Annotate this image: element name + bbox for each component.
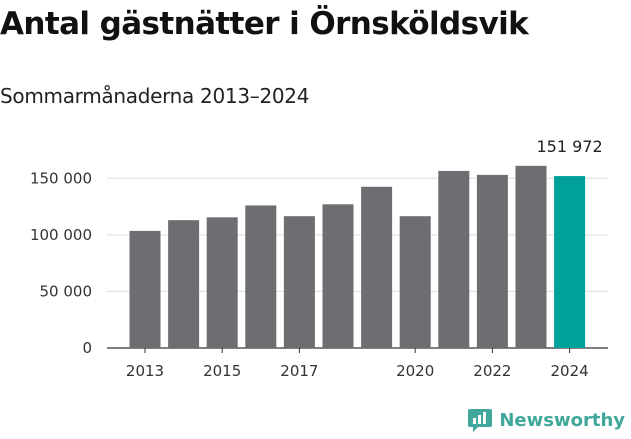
bar-2016[interactable] bbox=[245, 205, 277, 348]
y-tick-label: 100 000 bbox=[30, 226, 92, 244]
bar-2013[interactable] bbox=[129, 230, 161, 348]
x-tick-label: 2022 bbox=[473, 362, 511, 380]
chart-title: Antal gästnätter i Örnsköldsvik bbox=[0, 6, 529, 42]
x-tick-label: 2020 bbox=[396, 362, 434, 380]
data-labels: 151 972 bbox=[537, 137, 603, 156]
bars bbox=[129, 165, 586, 348]
bar-2019[interactable] bbox=[361, 186, 393, 348]
x-tick-label: 2024 bbox=[551, 362, 589, 380]
y-tick-label: 150 000 bbox=[30, 169, 92, 187]
bar-2023[interactable] bbox=[515, 165, 547, 348]
y-axis-tick-labels: 0 50 000 100 000 150 000 bbox=[30, 169, 92, 357]
brand[interactable]: Newsworthy bbox=[467, 407, 625, 433]
bar-2015[interactable] bbox=[206, 217, 238, 348]
y-tick-label: 50 000 bbox=[40, 282, 93, 300]
bar-2014[interactable] bbox=[168, 220, 200, 348]
newsworthy-logo-icon bbox=[468, 409, 493, 432]
y-tick-label: 0 bbox=[82, 339, 92, 357]
x-axis-ticks: 2013 2015 2017 2020 2022 2024 bbox=[126, 348, 589, 380]
x-tick-label: 2015 bbox=[203, 362, 241, 380]
data-label: 151 972 bbox=[537, 137, 603, 156]
bar-2022[interactable] bbox=[476, 174, 508, 348]
chart-subtitle: Sommarmånaderna 2013–2024 bbox=[0, 84, 310, 108]
x-tick-label: 2013 bbox=[126, 362, 164, 380]
bar-2021[interactable] bbox=[438, 170, 470, 348]
bar-2017[interactable] bbox=[283, 216, 315, 348]
bar-2018[interactable] bbox=[322, 204, 354, 348]
bar-2020[interactable] bbox=[399, 216, 431, 348]
x-tick-label: 2017 bbox=[280, 362, 318, 380]
brand-name: Newsworthy bbox=[499, 409, 625, 431]
bar-2024[interactable] bbox=[554, 176, 586, 348]
